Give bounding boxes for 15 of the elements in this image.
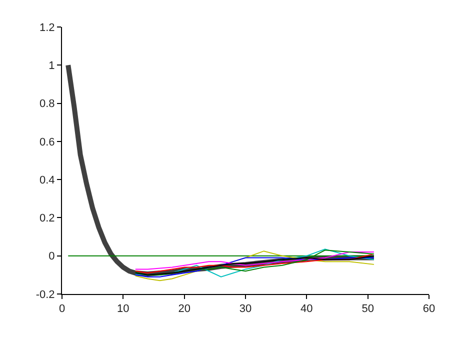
x-tick-label: 40 bbox=[300, 303, 313, 316]
x-tick-label: 10 bbox=[117, 303, 130, 316]
x-tick-label: 50 bbox=[362, 303, 374, 316]
x-tick-label: 0 bbox=[58, 303, 66, 316]
y-tick-label: 0.2 bbox=[40, 212, 55, 225]
y-tick-label: 0.4 bbox=[40, 174, 55, 186]
y-tick-label: -0.2 bbox=[36, 288, 55, 301]
y-tick-label: 1 bbox=[48, 60, 55, 72]
y-tick-label: 0.8 bbox=[40, 98, 55, 110]
x-tick-label: 60 bbox=[422, 303, 436, 316]
y-tick-label: 0 bbox=[48, 250, 55, 263]
x-tick-label: 20 bbox=[178, 303, 190, 316]
y-tick-label: 1.2 bbox=[40, 22, 55, 34]
y-tick-label: 0.6 bbox=[40, 136, 55, 148]
x-tick-label: 30 bbox=[239, 303, 252, 316]
